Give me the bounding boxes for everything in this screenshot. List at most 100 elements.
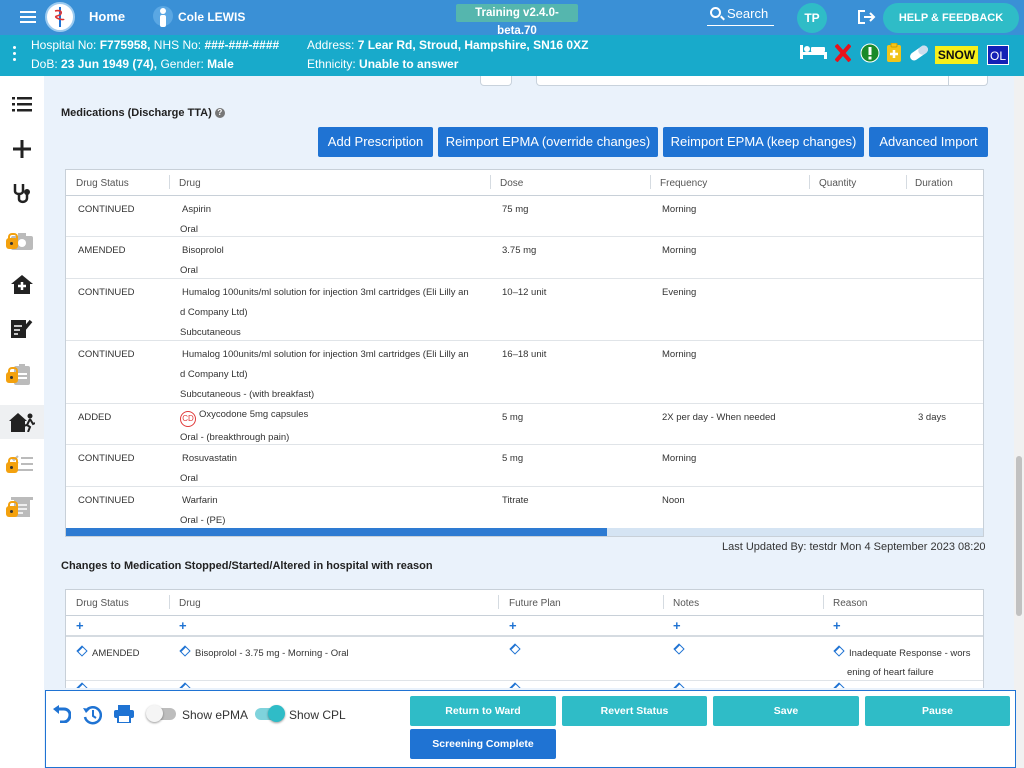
show-epma-toggle[interactable] [146, 705, 176, 722]
return-to-ward-button[interactable]: Return to Ward [410, 696, 556, 726]
edit-icon[interactable] [673, 643, 685, 655]
edit-icon[interactable] [76, 645, 88, 657]
page-scrollbar[interactable] [1014, 76, 1024, 768]
horizontal-scrollbar[interactable] [66, 528, 983, 536]
reimport-keep-button[interactable]: Reimport EPMA (keep changes) [663, 127, 864, 157]
search-icon[interactable] [710, 7, 721, 18]
snow-badge[interactable]: SNOW [935, 46, 978, 64]
table-row[interactable]: CONTINUED Rosuvastatin Oral 5 mg Morning [66, 445, 983, 487]
table-row[interactable]: CONTINUED Aspirin Oral 75 mg Morning [66, 196, 983, 237]
revert-status-button[interactable]: Revert Status [562, 696, 707, 726]
column-header[interactable]: Drug Status [76, 598, 129, 609]
discharge-icon[interactable] [0, 405, 44, 439]
scrollbar-thumb[interactable] [66, 528, 607, 536]
help-feedback-button[interactable]: HELP & FEEDBACK [883, 3, 1019, 33]
app-logo[interactable] [45, 2, 75, 32]
nhs-no-label: NHS No: [153, 38, 202, 52]
table-row[interactable]: CONTINUED Humalog 100units/ml solution f… [66, 279, 983, 341]
warning-alert-icon[interactable] [860, 43, 880, 68]
add-prescription-button[interactable]: Add Prescription [318, 127, 433, 157]
billing-icon[interactable] [10, 495, 34, 519]
clipboard-icon[interactable] [10, 362, 34, 386]
table-row[interactable]: AMENDED Bisoprolol - 3.75 mg - Morning -… [66, 639, 983, 681]
house-icon[interactable] [10, 272, 34, 296]
column-header[interactable]: Reason [833, 598, 868, 609]
print-icon[interactable] [114, 705, 134, 724]
edit-document-icon[interactable] [10, 316, 34, 340]
list-icon[interactable] [10, 92, 34, 116]
column-header[interactable]: Dose [500, 178, 524, 189]
previous-field-input[interactable] [536, 76, 988, 86]
status-cell: CONTINUED [78, 495, 135, 506]
undo-icon[interactable] [51, 705, 72, 724]
patient-name[interactable]: Cole LEWIS [178, 10, 246, 24]
notes-cell [673, 682, 689, 688]
add-status-button[interactable]: + [76, 618, 84, 633]
help-icon[interactable]: ? [214, 108, 225, 118]
column-header[interactable]: Duration [915, 178, 953, 189]
more-options-icon[interactable] [13, 46, 17, 64]
edit-icon[interactable] [509, 682, 521, 688]
user-avatar[interactable]: TP [797, 3, 827, 33]
reason-cell [833, 682, 849, 688]
hospital-no-label: Hospital No: [31, 38, 97, 52]
history-icon[interactable] [82, 705, 103, 725]
pause-button[interactable]: Pause [865, 696, 1010, 726]
edit-icon[interactable] [509, 643, 521, 655]
edit-icon[interactable] [833, 645, 845, 657]
hospital-number: Hospital No: F775958, NHS No: ###-###-##… [31, 38, 279, 52]
bed-icon[interactable] [800, 43, 827, 64]
add-notes-button[interactable]: + [673, 618, 681, 633]
edit-icon[interactable] [76, 682, 88, 688]
column-header[interactable]: Quantity [819, 178, 857, 189]
add-row: + + + + + [66, 616, 983, 637]
logout-icon[interactable] [858, 10, 876, 24]
last-updated-text: Last Updated By: testdr Mon 4 September … [722, 541, 986, 553]
medical-record-icon[interactable] [886, 42, 902, 68]
show-cpl-label: Show CPL [289, 708, 346, 722]
column-header[interactable]: Drug Status [76, 178, 129, 189]
table-row[interactable]: CONTINUED Warfarin Oral - (PE) Titrate N… [66, 487, 983, 528]
drug-cell: Warfarin [182, 495, 218, 506]
search-button[interactable]: Search [707, 6, 774, 26]
drug-value: Bisoprolol - 3.75 mg - Morning - Oral [195, 648, 349, 659]
show-cpl-toggle[interactable] [255, 705, 285, 722]
cross-alert-icon[interactable] [834, 43, 852, 67]
previous-field-dropdown[interactable] [948, 76, 988, 86]
table-row[interactable]: CONTINUED Humalog 100units/ml solution f… [66, 341, 983, 404]
menu-icon[interactable] [20, 11, 36, 23]
lock-icon [6, 233, 18, 249]
home-link[interactable]: Home [89, 9, 126, 24]
screening-complete-button[interactable]: Screening Complete [410, 729, 556, 759]
column-header[interactable]: Frequency [660, 178, 708, 189]
table-header: Drug Status Drug Future Plan Notes Reaso… [66, 590, 983, 616]
previous-field-button[interactable] [480, 76, 512, 86]
add-reason-button[interactable]: + [833, 618, 841, 633]
edit-icon[interactable] [833, 682, 845, 688]
column-header[interactable]: Drug [179, 178, 201, 189]
ol-badge[interactable]: OL [987, 45, 1009, 65]
table-row[interactable]: AMENDED Bisoprolol Oral 3.75 mg Morning [66, 237, 983, 279]
table-row[interactable]: ADDED CD Oxycodone 5mg capsules Oral - (b… [66, 404, 983, 445]
table-row[interactable] [66, 681, 983, 688]
route-cell: Subcutaneous - (with breakfast) [180, 389, 315, 400]
address-value: 7 Lear Rd, Stroud, Hampshire, SN16 0XZ [357, 38, 589, 52]
page-scrollbar-thumb[interactable] [1016, 456, 1022, 616]
add-icon[interactable] [10, 137, 34, 161]
edit-icon[interactable] [179, 682, 191, 688]
edit-icon[interactable] [179, 645, 191, 657]
column-header[interactable]: Future Plan [509, 598, 561, 609]
medication-pill-icon[interactable] [908, 44, 930, 67]
stethoscope-icon[interactable] [10, 182, 34, 206]
save-button[interactable]: Save [713, 696, 859, 726]
column-header[interactable]: Drug [179, 598, 201, 609]
status-cell: CONTINUED [78, 453, 135, 464]
edit-icon[interactable] [673, 682, 685, 688]
lock-icon [6, 501, 18, 517]
add-drug-button[interactable]: + [179, 618, 187, 633]
add-future-plan-button[interactable]: + [509, 618, 517, 633]
advanced-import-button[interactable]: Advanced Import [869, 127, 988, 157]
reimport-override-button[interactable]: Reimport EPMA (override changes) [438, 127, 658, 157]
dose-cell: 3.75 mg [502, 245, 537, 256]
column-header[interactable]: Notes [673, 598, 700, 609]
